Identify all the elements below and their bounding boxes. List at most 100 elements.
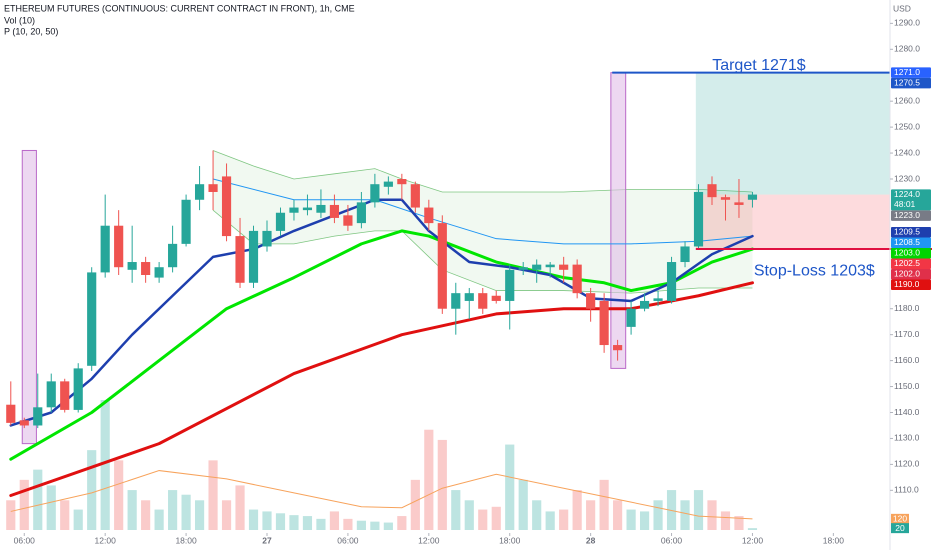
volume-bar (275, 513, 286, 530)
volume-bar (478, 509, 488, 530)
volume-bar (464, 500, 474, 530)
price-label: 1223.0 (894, 210, 920, 220)
band-upper (212, 150, 753, 193)
volume-bar (559, 509, 569, 530)
price-label-box (891, 67, 931, 78)
candle-body (19, 420, 29, 426)
candle-body (572, 264, 582, 294)
x-tick-label: 06:00 (337, 535, 359, 545)
volume-bar (437, 439, 447, 530)
price-label-box (891, 226, 931, 238)
candle-body (532, 264, 542, 270)
volume-bar (356, 520, 366, 530)
indicator-label: P (10, 20, 50) (4, 26, 58, 36)
candle-body (720, 197, 731, 200)
candle-body (208, 184, 218, 192)
volume-bar (599, 479, 609, 530)
price-label-box (891, 77, 931, 89)
volume-bar (693, 490, 704, 530)
volume-label-box (891, 513, 909, 524)
price-label-box (891, 279, 931, 290)
x-tick-label: 27 (262, 535, 272, 545)
candle-body (275, 212, 286, 231)
volume-bar (235, 485, 245, 530)
volume-bar (383, 522, 393, 530)
candle-body (46, 381, 56, 408)
candle-body (127, 262, 137, 270)
y-tick-label: 1170.0 (894, 329, 920, 339)
candle-body (451, 293, 461, 309)
volume-bar (518, 479, 528, 530)
volume-bar (491, 506, 501, 530)
price-label: 1208.5 (894, 237, 920, 247)
price-label: 1271.0 (894, 67, 920, 77)
volume-bar (154, 509, 164, 530)
x-tick-label: 18:00 (175, 535, 197, 545)
volume-bar (262, 511, 272, 530)
annotation-layer: Target 1271$ Stop-Loss 1203$ (612, 57, 932, 279)
target-label: Target 1271$ (712, 57, 806, 74)
volume-bar (586, 500, 596, 530)
candles-layer (6, 150, 758, 429)
volume-bar (6, 500, 16, 530)
x-tick-label: 28 (586, 535, 596, 545)
price-label-box (891, 210, 931, 221)
candle-body (505, 269, 515, 301)
price-label-box (891, 258, 931, 269)
candle-body (666, 262, 677, 301)
y-tick-label: 1280.0 (894, 44, 920, 54)
candle-body (316, 204, 326, 213)
candle-body (329, 204, 340, 218)
band-lower (212, 209, 753, 294)
x-tick-label: 12:00 (95, 535, 117, 545)
y-tick-label: 1120.0 (894, 459, 920, 469)
volume-bar (720, 511, 731, 530)
price-label: 1270.5 (894, 78, 920, 88)
candle-body (289, 207, 299, 213)
candle-body (680, 246, 690, 263)
y-tick-label: 1290.0 (894, 18, 920, 28)
candle-body (397, 179, 407, 185)
volume-bar (424, 429, 434, 530)
price-label: 1202.0 (894, 269, 920, 279)
indicator-line (9, 198, 754, 427)
y-tick-label: 1260.0 (894, 95, 920, 105)
volume-bar (248, 509, 259, 530)
price-label: 1224.0 (894, 189, 920, 199)
volume-bar (289, 515, 299, 530)
volume-bar (680, 500, 690, 530)
x-tick-label: 12:00 (742, 535, 764, 545)
indicator-label: Vol (10) (4, 15, 35, 25)
candle-body (693, 191, 704, 247)
volume-bar (302, 516, 313, 530)
volume-bar (639, 511, 650, 530)
candle-body (464, 293, 474, 301)
candle-body (545, 264, 555, 268)
volume-bar (545, 511, 555, 530)
candle-body (491, 295, 501, 301)
candle-body (343, 215, 353, 226)
highlight (21, 149, 37, 445)
x-tick-label: 06:00 (14, 535, 36, 545)
volume-label-box (891, 523, 909, 534)
candle-body (302, 207, 313, 211)
candle-body (194, 184, 205, 200)
candle-body (6, 404, 16, 423)
volume-layer (6, 400, 758, 530)
candle-body (478, 293, 488, 309)
candle-body (613, 345, 623, 351)
candle-body (626, 308, 636, 327)
countdown: 48:01 (894, 199, 916, 209)
candle-body (639, 300, 650, 309)
volume-bar (532, 500, 542, 530)
volume-bar (87, 450, 97, 530)
candle-body (734, 202, 744, 205)
volume-bar (114, 460, 124, 530)
stop-label: Stop-Loss 1203$ (754, 262, 875, 279)
candle-body (114, 225, 124, 268)
candle-body (221, 176, 232, 237)
candle-body (181, 199, 191, 244)
candle-body (383, 181, 393, 187)
profit-zone (695, 72, 890, 195)
